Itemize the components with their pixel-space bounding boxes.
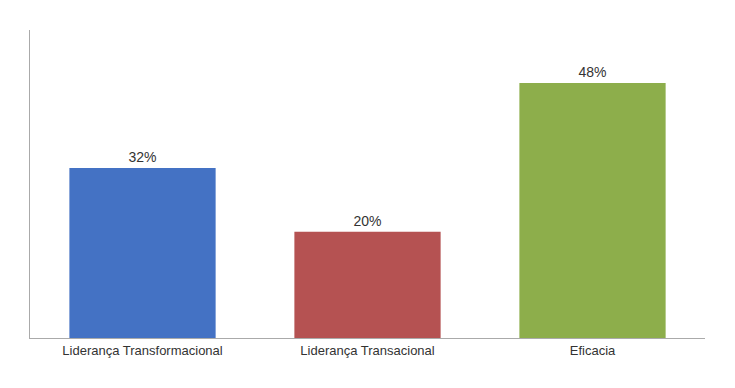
svg-text:32%: 32% — [128, 149, 156, 165]
svg-text:Liderança Transformacional: Liderança Transformacional — [62, 343, 223, 358]
svg-text:Eficacia: Eficacia — [570, 343, 616, 358]
svg-text:Liderança Transacional: Liderança Transacional — [300, 343, 435, 358]
svg-text:48%: 48% — [578, 64, 606, 80]
svg-text:20%: 20% — [353, 213, 381, 229]
